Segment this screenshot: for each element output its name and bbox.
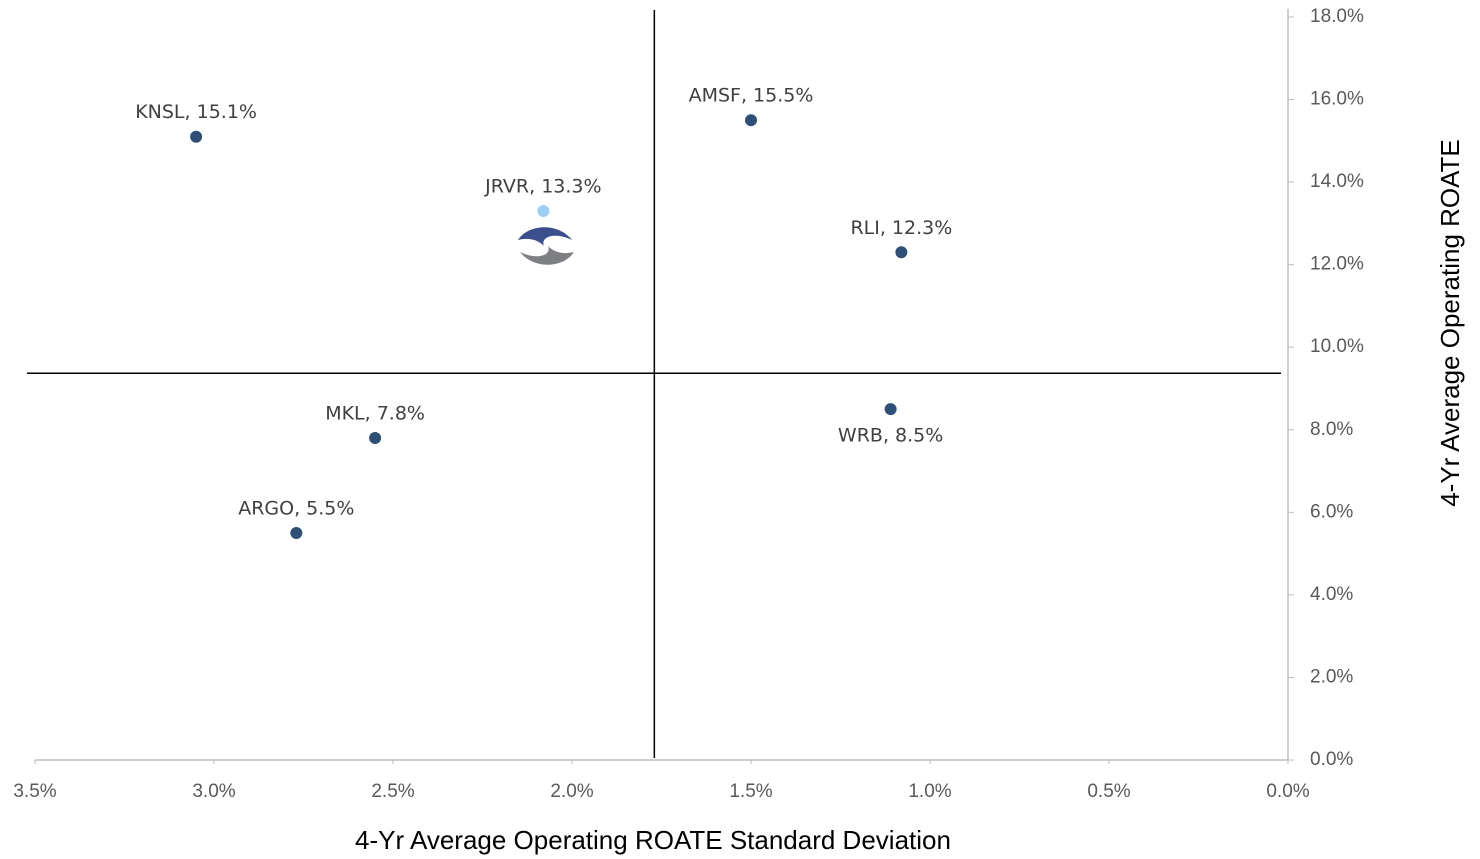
y-tick-label: 16.0% — [1310, 89, 1364, 110]
x-tick-label: 1.5% — [729, 781, 772, 802]
y-tick-label: 4.0% — [1310, 584, 1353, 605]
x-tick-label: 0.5% — [1087, 781, 1130, 802]
data-label: WRB, 8.5% — [838, 425, 943, 447]
x-tick-label: 3.5% — [13, 781, 56, 802]
x-tick-label: 3.0% — [192, 781, 235, 802]
data-label: ARGO, 5.5% — [238, 497, 354, 519]
y-tick-label: 2.0% — [1310, 666, 1353, 687]
y-tick-label: 10.0% — [1310, 336, 1364, 357]
point — [190, 130, 203, 143]
point — [537, 205, 550, 218]
y-tick-label: 18.0% — [1310, 6, 1364, 27]
point — [745, 114, 757, 127]
data-label: MKL, 7.8% — [325, 403, 425, 425]
x-tick-label: 2.5% — [371, 781, 414, 802]
y-tick-label: 14.0% — [1310, 171, 1364, 192]
y-tick-label: 0.0% — [1310, 749, 1353, 770]
point — [290, 526, 303, 539]
x-tick-label: 1.0% — [908, 781, 951, 802]
y-tick-label: 8.0% — [1310, 419, 1353, 440]
logo — [518, 227, 574, 265]
x-axis-title: 4-Yr Average Operating ROATE Standard De… — [355, 825, 951, 855]
point — [884, 403, 897, 416]
y-tick-label: 6.0% — [1310, 501, 1353, 522]
data-label: RLI, 12.3% — [850, 217, 952, 239]
data-label: AMSF, 15.5% — [689, 85, 814, 107]
data-label: JRVR, 13.3% — [484, 176, 601, 198]
x-tick-label: 2.0% — [550, 781, 593, 802]
point — [369, 432, 382, 445]
data-label: KNSL, 15.1% — [135, 101, 257, 123]
y-tick-label: 12.0% — [1310, 254, 1364, 275]
point — [895, 246, 908, 259]
x-tick-label: 0.0% — [1266, 781, 1309, 802]
y-axis-title: 4-Yr Average Operating ROATE — [1435, 139, 1465, 507]
